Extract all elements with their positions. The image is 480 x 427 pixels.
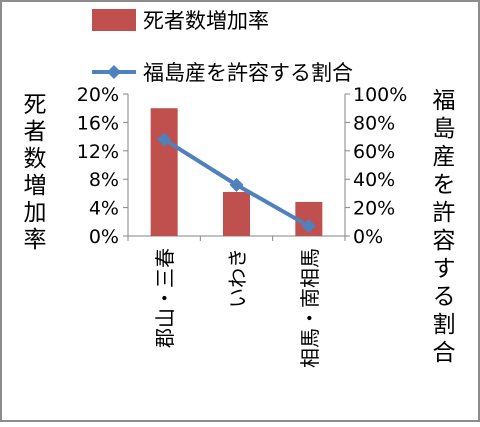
legend-line-marker — [107, 65, 121, 79]
y-axis-title: 死者数増加率 — [24, 92, 47, 253]
y2-axis-title-char: 島 — [433, 116, 456, 142]
y2-axis-title-char: 産 — [433, 144, 456, 170]
y-tick-label: 16% — [77, 112, 119, 134]
x-tick-label: 相馬・南相馬 — [298, 248, 322, 368]
line-point — [229, 177, 244, 192]
legend-line-label: 福島産を許容する割合 — [143, 61, 353, 85]
y2-axis-title-char: 福 — [433, 88, 456, 114]
x-tick-label: いわき — [226, 248, 250, 308]
y2-tick-label: 80% — [353, 112, 395, 134]
y-tick-label: 0% — [89, 226, 119, 248]
y2-tick-label: 20% — [353, 198, 395, 220]
y2-axis-title: 福島産を許容する割合 — [433, 88, 456, 366]
bar — [223, 191, 250, 236]
y2-axis-title-char: す — [433, 256, 456, 282]
y-tick-label: 4% — [89, 198, 119, 220]
y2-axis-title-char: 割 — [433, 312, 456, 338]
plot-area: 0% 4% 8% 12% 16% 20% 0% 20% 40% 60% 80% 100% 郡山・三春 いわ… — [77, 84, 408, 368]
y-axis-title-char: 数 — [24, 146, 47, 172]
y-axis-title-char: 率 — [24, 227, 47, 253]
y-axis-title-char: 者 — [24, 119, 47, 145]
y-tick-label: 12% — [77, 141, 119, 163]
x-tick-label: 郡山・三春 — [153, 248, 177, 348]
line-point — [301, 219, 316, 234]
y2-tick-label: 100% — [353, 84, 407, 106]
y2-tick-label: 0% — [353, 226, 383, 248]
y2-tick-label: 60% — [353, 141, 395, 163]
y-tick-label: 8% — [89, 169, 119, 191]
y2-axis-title-char: 合 — [433, 340, 456, 366]
legend: 死者数増加率 福島産を許容する割合 — [92, 9, 353, 85]
y-axis-title-char: 増 — [24, 173, 47, 199]
y2-tick-label: 40% — [353, 169, 395, 191]
y2-axis-title-char: る — [433, 284, 456, 310]
legend-bar-label: 死者数増加率 — [143, 9, 269, 33]
legend-bar-swatch — [92, 9, 136, 31]
line-point — [157, 132, 172, 147]
y-tick-label: 20% — [77, 84, 119, 106]
y2-axis-title-char: 容 — [433, 228, 456, 254]
y2-axis-title-char: 許 — [433, 200, 456, 226]
y-axis-title-char: 加 — [24, 200, 47, 226]
y-axis-title-char: 死 — [24, 92, 47, 118]
bar — [150, 108, 178, 236]
y2-axis-title-char: を — [433, 172, 456, 198]
